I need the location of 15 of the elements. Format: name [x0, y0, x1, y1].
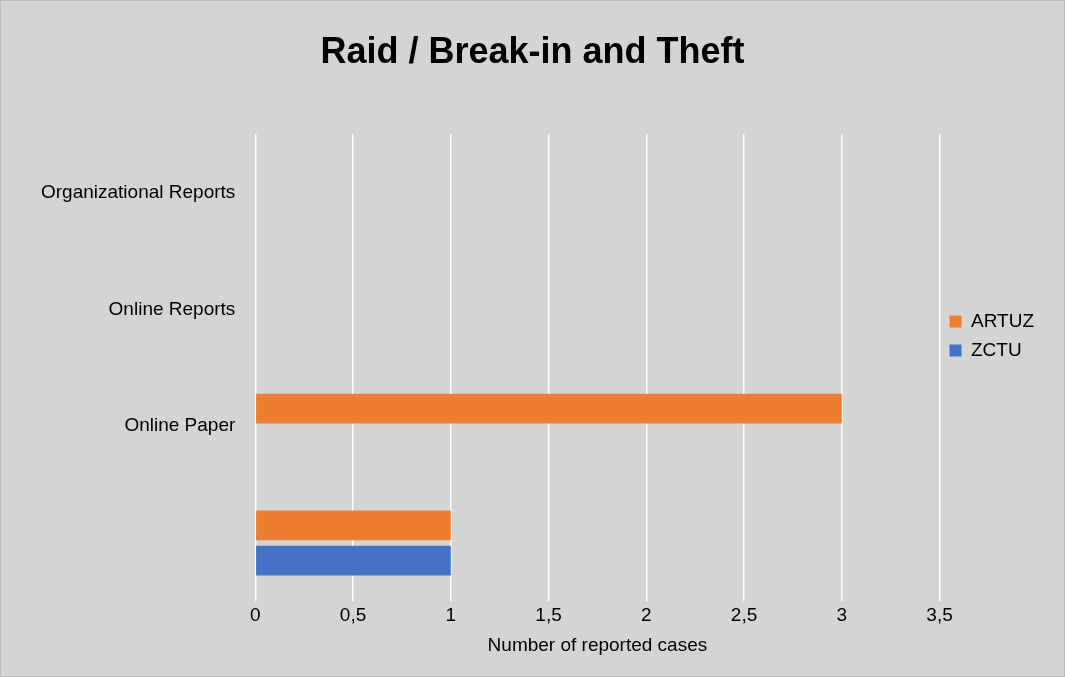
chart-title: Raid / Break-in and Theft	[320, 29, 745, 71]
x-tick-label: 0,5	[339, 604, 367, 626]
y-tick-label: Online Reports	[108, 297, 236, 319]
x-tick-label: 0	[250, 604, 261, 626]
legend-label: ZCTU	[971, 338, 1022, 360]
x-tick-label: 1,5	[535, 604, 562, 626]
y-tick-label: Organizational Reports	[41, 180, 236, 202]
x-tick-label: 2	[641, 604, 652, 626]
legend-label: ARTUZ	[971, 309, 1035, 331]
x-axis-title: Number of reported cases	[487, 633, 708, 655]
y-tick-label: Online Paper	[124, 414, 236, 436]
x-tick-label: 3	[836, 604, 848, 626]
x-tick-label: 2,5	[730, 604, 758, 626]
x-tick-label: 1	[445, 604, 457, 626]
x-tick-label: 3,5	[926, 604, 953, 626]
